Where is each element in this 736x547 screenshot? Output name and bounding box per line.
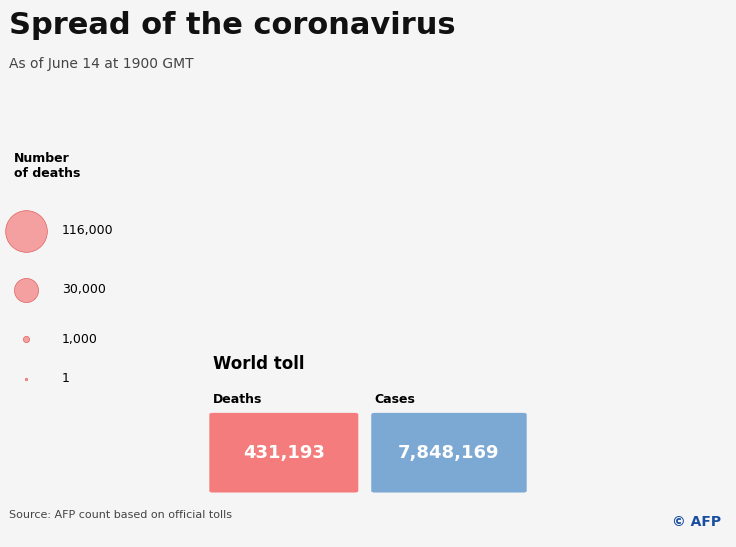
Text: 1,000: 1,000 xyxy=(62,333,98,346)
Point xyxy=(21,374,32,383)
Point xyxy=(21,335,32,344)
Text: As of June 14 at 1900 GMT: As of June 14 at 1900 GMT xyxy=(9,57,194,72)
Text: 7,848,169: 7,848,169 xyxy=(398,444,500,462)
Text: 116,000: 116,000 xyxy=(62,224,113,237)
Text: 1: 1 xyxy=(62,372,70,385)
FancyBboxPatch shape xyxy=(371,413,527,492)
Text: Source: AFP count based on official tolls: Source: AFP count based on official toll… xyxy=(9,510,232,520)
FancyBboxPatch shape xyxy=(209,413,358,492)
Text: 30,000: 30,000 xyxy=(62,283,106,296)
Point xyxy=(21,286,32,294)
Point xyxy=(21,226,32,235)
Text: Cases: Cases xyxy=(375,393,415,406)
Text: 431,193: 431,193 xyxy=(243,444,325,462)
Text: World toll: World toll xyxy=(213,354,304,373)
Text: Number
of deaths: Number of deaths xyxy=(14,152,80,180)
Text: Spread of the coronavirus: Spread of the coronavirus xyxy=(9,11,456,40)
Text: Deaths: Deaths xyxy=(213,393,262,406)
Text: © AFP: © AFP xyxy=(672,515,721,529)
